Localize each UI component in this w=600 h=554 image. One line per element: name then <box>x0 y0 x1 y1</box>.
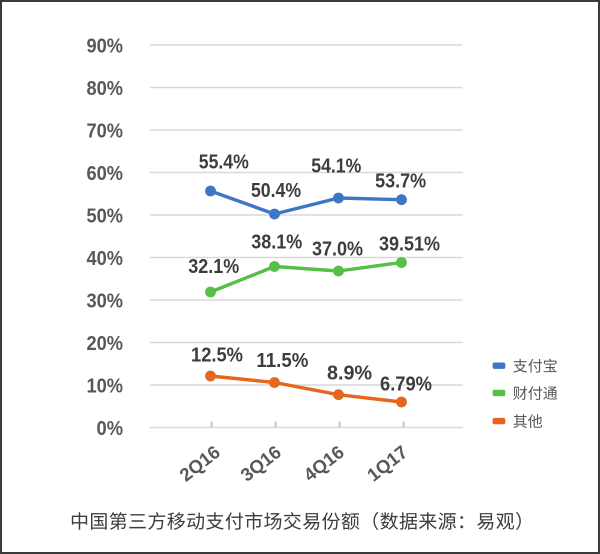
svg-text:70%: 70% <box>87 120 124 142</box>
svg-text:0%: 0% <box>97 418 124 440</box>
svg-text:11.5%: 11.5% <box>256 350 308 372</box>
svg-text:39.51%: 39.51% <box>379 234 440 256</box>
svg-text:12.5%: 12.5% <box>191 345 243 367</box>
svg-text:8.9%: 8.9% <box>327 363 372 385</box>
svg-text:50.4%: 50.4% <box>251 180 301 202</box>
svg-text:37.0%: 37.0% <box>312 239 363 261</box>
svg-text:50%: 50% <box>87 205 124 227</box>
svg-text:20%: 20% <box>87 333 124 355</box>
svg-text:38.1%: 38.1% <box>251 231 302 253</box>
svg-text:60%: 60% <box>87 163 124 185</box>
svg-text:10%: 10% <box>87 375 124 397</box>
svg-text:30%: 30% <box>87 290 124 312</box>
svg-text:6.79%: 6.79% <box>380 373 432 395</box>
svg-text:80%: 80% <box>87 78 124 100</box>
svg-text:40%: 40% <box>87 248 124 270</box>
svg-text:55.4%: 55.4% <box>199 151 249 173</box>
svg-text:54.1%: 54.1% <box>311 156 361 178</box>
svg-text:53.7%: 53.7% <box>375 171 426 193</box>
svg-text:32.1%: 32.1% <box>188 256 239 278</box>
svg-text:90%: 90% <box>87 35 124 57</box>
